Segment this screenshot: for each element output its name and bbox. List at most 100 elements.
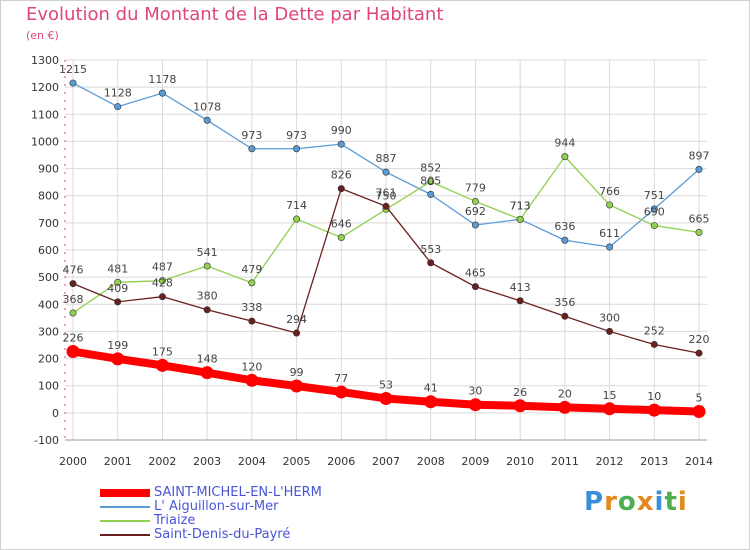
- x-tick-label: 2003: [193, 455, 221, 468]
- data-label: 1128: [104, 87, 132, 100]
- data-label: 479: [241, 263, 262, 276]
- data-labels: 1215 1128 1178 1078 973 973 990 887 805 692 713 636…: [59, 63, 710, 404]
- legend-label: SAINT-MICHEL-EN-L'HERM: [154, 485, 322, 500]
- data-point: [203, 116, 211, 124]
- x-tick-label: 2004: [238, 455, 266, 468]
- data-point: [424, 395, 438, 409]
- data-label: 750: [376, 189, 397, 202]
- data-label: 692: [465, 205, 486, 218]
- y-tick-label: 1100: [31, 108, 59, 121]
- data-point: [471, 283, 479, 291]
- data-label: 413: [510, 281, 531, 294]
- data-point: [111, 352, 125, 366]
- data-label: 487: [152, 261, 173, 274]
- data-label: 10: [647, 390, 661, 403]
- data-label: 368: [63, 293, 84, 306]
- data-label: 41: [424, 382, 438, 395]
- data-point: [334, 385, 348, 399]
- data-point: [293, 145, 301, 153]
- data-point: [203, 306, 211, 314]
- data-point: [513, 399, 527, 413]
- data-point: [290, 379, 304, 393]
- data-point: [293, 215, 301, 223]
- y-tick-label: 1300: [31, 54, 59, 67]
- data-point: [647, 403, 661, 417]
- data-point: [558, 400, 572, 414]
- x-tick-label: 2014: [685, 455, 713, 468]
- data-label: 1215: [59, 63, 87, 76]
- data-point: [516, 215, 524, 223]
- data-label: 20: [558, 387, 572, 400]
- y-tick-label: 700: [38, 217, 59, 230]
- x-tick-label: 2007: [372, 455, 400, 468]
- x-tick-label: 2006: [327, 455, 355, 468]
- data-point: [248, 279, 256, 287]
- legend-swatch: [100, 534, 150, 536]
- data-label: 714: [286, 199, 307, 212]
- data-label: 766: [599, 185, 620, 198]
- data-label: 220: [689, 333, 710, 346]
- data-label: 120: [241, 360, 262, 373]
- data-point: [695, 228, 703, 236]
- logo-letter: r: [604, 487, 618, 517]
- data-label: 481: [107, 262, 128, 275]
- data-point: [603, 402, 617, 416]
- data-point: [650, 222, 658, 230]
- data-label: 751: [644, 189, 665, 202]
- data-label: 973: [241, 129, 262, 142]
- x-tick-label: 2011: [551, 455, 579, 468]
- data-point: [69, 79, 77, 87]
- data-label: 199: [107, 339, 128, 352]
- x-tick-label: 2000: [59, 455, 87, 468]
- data-point: [337, 185, 345, 193]
- data-point: [66, 345, 80, 359]
- x-tick-label: 2008: [417, 455, 445, 468]
- data-label: 665: [689, 212, 710, 225]
- legend-label: Triaize: [154, 513, 196, 528]
- data-label: 148: [197, 353, 218, 366]
- data-point: [692, 405, 706, 418]
- data-label: 356: [554, 296, 575, 309]
- data-point: [200, 366, 214, 380]
- data-label: 294: [286, 313, 307, 326]
- logo-letter: x: [636, 487, 655, 517]
- legend-label: Saint-Denis-du-Payré: [154, 527, 291, 542]
- chart-title: Evolution du Montant de la Dette par Hab…: [26, 4, 444, 25]
- data-label: 77: [334, 372, 348, 385]
- data-label: 252: [644, 324, 665, 337]
- data-point: [203, 262, 211, 270]
- data-label: 53: [379, 378, 393, 391]
- logo-letter: o: [617, 487, 637, 517]
- data-label: 761: [376, 186, 397, 199]
- data-label: 690: [644, 206, 665, 219]
- data-label: 611: [599, 227, 620, 240]
- data-label: 338: [241, 301, 262, 314]
- data-point: [471, 221, 479, 229]
- chart-subtitle: (en €): [26, 29, 59, 42]
- data-point: [468, 398, 482, 412]
- x-tick-label: 2013: [640, 455, 668, 468]
- data-point: [561, 153, 569, 161]
- data-point: [158, 89, 166, 97]
- data-label: 826: [331, 169, 352, 182]
- y-tick-label: 1200: [31, 81, 59, 94]
- data-point: [158, 293, 166, 301]
- data-point: [650, 340, 658, 348]
- data-label: 30: [468, 385, 482, 398]
- data-label: 713: [510, 199, 531, 212]
- y-tick-label: 100: [38, 380, 59, 393]
- data-label: 973: [286, 129, 307, 142]
- data-label: 713: [510, 199, 531, 212]
- data-point: [561, 312, 569, 320]
- data-point: [516, 297, 524, 305]
- x-tick-label: 2012: [596, 455, 624, 468]
- data-point: [382, 168, 390, 176]
- y-tick-label: 1000: [31, 135, 59, 148]
- logo-letter: i: [654, 487, 665, 517]
- data-point: [248, 317, 256, 325]
- data-point: [379, 391, 393, 405]
- data-label: 887: [376, 152, 397, 165]
- data-point: [471, 197, 479, 205]
- data-point: [114, 103, 122, 111]
